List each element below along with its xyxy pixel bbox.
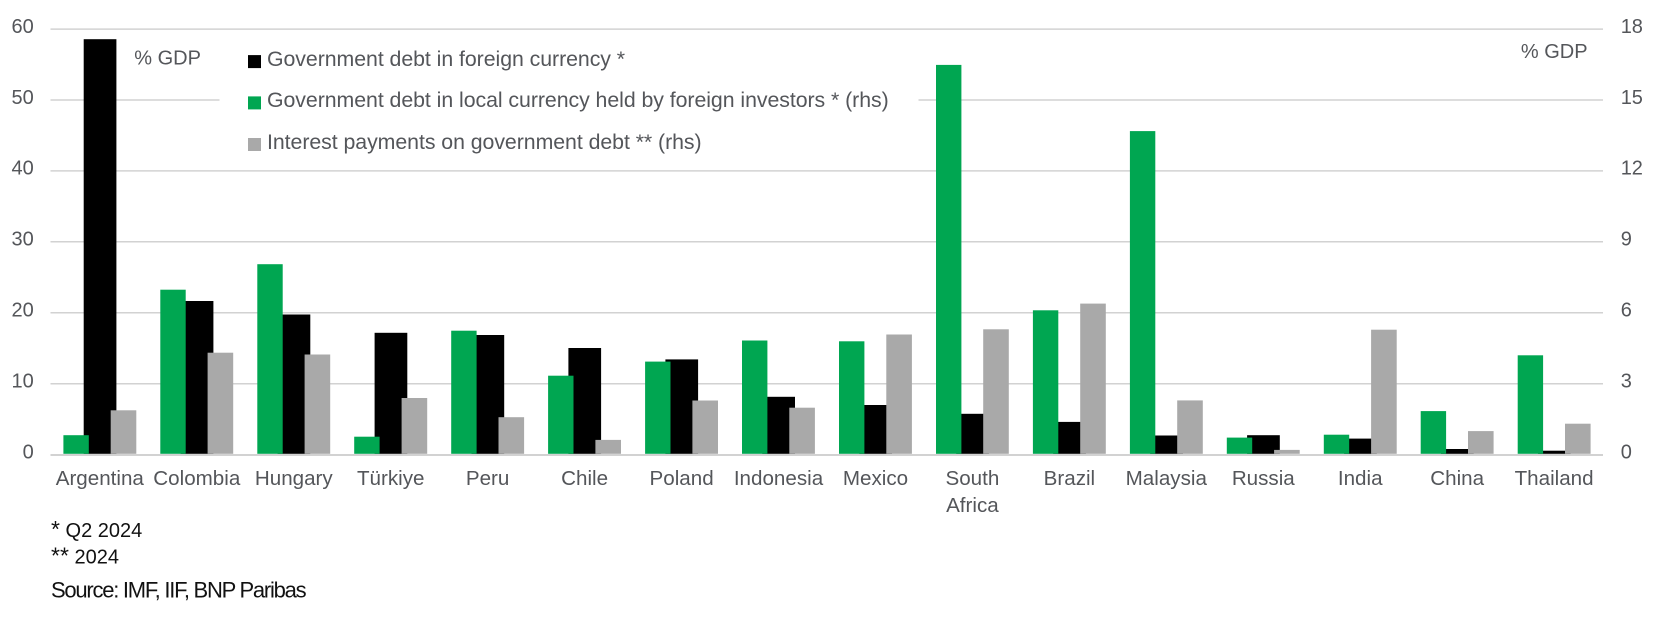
svg-text:30: 30 [12,229,34,251]
svg-text:20: 20 [12,300,34,322]
svg-text:Mexico: Mexico [843,467,908,490]
svg-text:Thailand: Thailand [1515,467,1594,490]
svg-text:* Q2 2024: * Q2 2024 [51,516,142,542]
svg-text:6: 6 [1621,300,1632,322]
svg-text:% GDP: % GDP [1521,41,1588,63]
svg-text:9: 9 [1621,229,1632,251]
svg-text:Brazil: Brazil [1044,467,1096,490]
svg-text:** 2024: ** 2024 [51,542,119,568]
svg-text:50: 50 [12,87,34,109]
svg-text:Türkiye: Türkiye [357,467,425,490]
svg-text:Peru: Peru [466,467,510,490]
svg-text:Colombia: Colombia [153,467,241,490]
svg-text:Government debt in local curre: Government debt in local currency held b… [267,88,889,112]
svg-text:40: 40 [12,158,34,180]
svg-text:0: 0 [1621,441,1632,463]
svg-text:15: 15 [1621,87,1643,109]
svg-text:60: 60 [12,16,34,38]
svg-text:18: 18 [1621,16,1643,38]
svg-text:Government debt in foreign cur: Government debt in foreign currency * [267,47,625,71]
svg-text:Russia: Russia [1232,467,1295,490]
svg-text:% GDP: % GDP [134,48,201,70]
svg-text:South: South [945,467,999,490]
svg-text:10: 10 [12,371,34,393]
svg-text:Africa: Africa [946,494,999,517]
svg-text:3: 3 [1621,371,1632,393]
svg-text:Source: IMF, IIF, BNP Paribas: Source: IMF, IIF, BNP Paribas [51,578,307,603]
svg-text:India: India [1338,467,1383,490]
svg-text:12: 12 [1621,158,1643,180]
svg-text:Argentina: Argentina [56,467,145,490]
svg-text:0: 0 [23,441,34,463]
svg-text:Chile: Chile [561,467,608,490]
svg-text:Indonesia: Indonesia [734,467,824,490]
svg-text:Poland: Poland [650,467,714,490]
svg-text:Interest payments on governmen: Interest payments on government debt ** … [267,130,702,154]
svg-text:China: China [1430,467,1484,490]
svg-text:Malaysia: Malaysia [1126,467,1208,490]
svg-text:Hungary: Hungary [255,467,334,490]
